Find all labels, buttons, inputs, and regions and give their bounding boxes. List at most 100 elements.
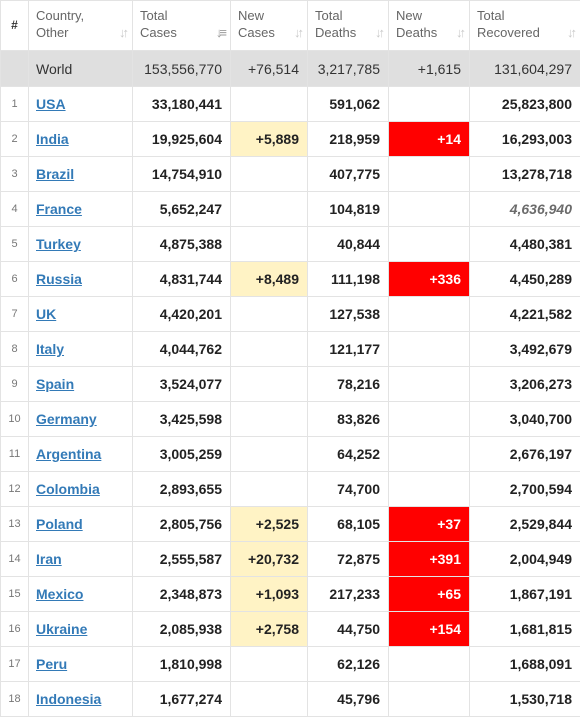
country-link[interactable]: Germany xyxy=(36,411,97,427)
total-recovered-cell: 16,293,003 xyxy=(470,122,580,157)
total-cases-cell: 3,005,259 xyxy=(133,437,231,472)
country-link[interactable]: Poland xyxy=(36,516,83,532)
new-cases-cell: +1,093 xyxy=(231,577,308,612)
country-cell: Italy xyxy=(29,332,133,367)
total-deaths-cell: 40,844 xyxy=(308,227,389,262)
rank-cell: 8 xyxy=(1,332,29,367)
country-cell: UK xyxy=(29,297,133,332)
total-cases-cell: 2,555,587 xyxy=(133,542,231,577)
total-deaths-cell: 45,796 xyxy=(308,682,389,717)
total-deaths-cell: 83,826 xyxy=(308,402,389,437)
header-new-deaths[interactable]: New Deaths ↓↑ xyxy=(389,1,470,51)
country-cell: Mexico xyxy=(29,577,133,612)
country-link[interactable]: Russia xyxy=(36,271,82,287)
header-total-recovered[interactable]: Total Recovered ↓↑ xyxy=(470,1,580,51)
total-deaths-cell: 407,775 xyxy=(308,157,389,192)
new-deaths-cell xyxy=(389,192,470,227)
country-link[interactable]: Mexico xyxy=(36,586,83,602)
new-deaths-cell xyxy=(389,682,470,717)
header-total-cases[interactable]: Total Cases ↓≡ xyxy=(133,1,231,51)
total-cases-cell: 4,420,201 xyxy=(133,297,231,332)
new-cases-cell xyxy=(231,367,308,402)
total-deaths-cell: 64,252 xyxy=(308,437,389,472)
sort-arrows-icon[interactable]: ↓↑ xyxy=(119,24,126,41)
total-recovered-cell: 13,278,718 xyxy=(470,157,580,192)
country-link[interactable]: India xyxy=(36,131,69,147)
country-link[interactable]: France xyxy=(36,201,82,217)
country-link[interactable]: USA xyxy=(36,96,66,112)
total-recovered-cell: 3,492,679 xyxy=(470,332,580,367)
new-deaths-cell xyxy=(389,87,470,122)
total-recovered-cell: 25,823,800 xyxy=(470,87,580,122)
rank-cell xyxy=(1,51,29,87)
rank-cell: 1 xyxy=(1,87,29,122)
total-cases-cell: 2,348,873 xyxy=(133,577,231,612)
total-recovered-cell: 2,529,844 xyxy=(470,507,580,542)
total-cases-cell: 33,180,441 xyxy=(133,87,231,122)
sort-desc-active-icon[interactable]: ↓≡ xyxy=(216,24,224,41)
new-deaths-cell xyxy=(389,437,470,472)
country-cell: Poland xyxy=(29,507,133,542)
table-row: 1 USA 33,180,441 591,062 25,823,800 xyxy=(1,87,580,122)
new-cases-cell: +8,489 xyxy=(231,262,308,297)
rank-cell: 3 xyxy=(1,157,29,192)
new-cases-cell: +76,514 xyxy=(231,51,308,87)
total-cases-cell: 1,810,998 xyxy=(133,647,231,682)
total-deaths-cell: 74,700 xyxy=(308,472,389,507)
sort-arrows-icon[interactable]: ↓↑ xyxy=(456,24,463,41)
sort-arrows-icon[interactable]: ↓↑ xyxy=(567,24,574,41)
country-link[interactable]: Spain xyxy=(36,376,74,392)
sort-arrows-icon[interactable]: ↓↑ xyxy=(375,24,382,41)
country-link[interactable]: Colombia xyxy=(36,481,100,497)
header-total-deaths[interactable]: Total Deaths ↓↑ xyxy=(308,1,389,51)
rank-cell: 16 xyxy=(1,612,29,647)
total-cases-cell: 1,677,274 xyxy=(133,682,231,717)
total-cases-cell: 14,754,910 xyxy=(133,157,231,192)
header-country[interactable]: Country, Other ↓↑ xyxy=(29,1,133,51)
new-cases-cell: +2,758 xyxy=(231,612,308,647)
new-deaths-cell: +154 xyxy=(389,612,470,647)
rank-cell: 2 xyxy=(1,122,29,157)
new-cases-cell xyxy=(231,87,308,122)
new-deaths-cell xyxy=(389,472,470,507)
country-link[interactable]: Italy xyxy=(36,341,64,357)
new-cases-cell xyxy=(231,647,308,682)
country-link[interactable]: Indonesia xyxy=(36,691,101,707)
total-cases-cell: 2,893,655 xyxy=(133,472,231,507)
country-cell: Indonesia xyxy=(29,682,133,717)
new-deaths-cell: +336 xyxy=(389,262,470,297)
total-recovered-cell: 3,206,273 xyxy=(470,367,580,402)
new-cases-cell xyxy=(231,332,308,367)
total-deaths-cell: 3,217,785 xyxy=(308,51,389,87)
sort-arrows-icon[interactable]: ↓↑ xyxy=(294,24,301,41)
country-link[interactable]: Peru xyxy=(36,656,67,672)
rank-cell: 11 xyxy=(1,437,29,472)
rank-cell: 13 xyxy=(1,507,29,542)
new-cases-cell xyxy=(231,472,308,507)
country-link[interactable]: Ukraine xyxy=(36,621,87,637)
country-link[interactable]: UK xyxy=(36,306,56,322)
total-deaths-cell: 591,062 xyxy=(308,87,389,122)
header-new-cases[interactable]: New Cases ↓↑ xyxy=(231,1,308,51)
total-recovered-cell: 1,681,815 xyxy=(470,612,580,647)
new-cases-cell xyxy=(231,192,308,227)
new-deaths-cell xyxy=(389,367,470,402)
country-link[interactable]: Iran xyxy=(36,551,62,567)
country-link[interactable]: Turkey xyxy=(36,236,81,252)
new-deaths-cell xyxy=(389,402,470,437)
total-recovered-cell: 1,688,091 xyxy=(470,647,580,682)
total-deaths-cell: 111,198 xyxy=(308,262,389,297)
country-link[interactable]: Brazil xyxy=(36,166,74,182)
country-link[interactable]: Argentina xyxy=(36,446,101,462)
rank-cell: 4 xyxy=(1,192,29,227)
total-deaths-cell: 104,819 xyxy=(308,192,389,227)
header-row: # Country, Other ↓↑ Total Cases ↓≡ New C… xyxy=(1,1,580,51)
